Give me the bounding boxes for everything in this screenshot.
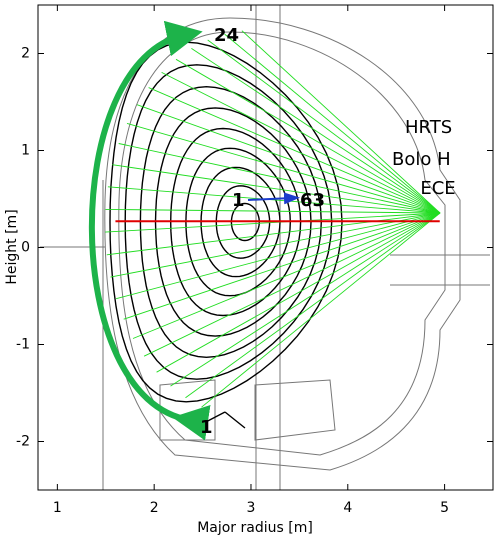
bolo-chord — [156, 212, 441, 373]
annotation: 63 — [300, 190, 325, 211]
bolo-chord — [224, 33, 441, 214]
annotation: 1 — [200, 417, 213, 438]
bolo-chord — [107, 186, 441, 214]
bolo-chord — [105, 208, 441, 214]
bolo-chord — [185, 212, 441, 399]
y-tick-label: -2 — [16, 434, 30, 450]
annotation: 24 — [214, 25, 239, 46]
x-tick-label: 1 — [53, 500, 62, 516]
y-axis-label: Height [m] — [4, 209, 20, 284]
hrts-arrow — [247, 192, 300, 205]
x-tick-label: 5 — [440, 500, 449, 516]
bolo-chord — [105, 212, 441, 233]
bolo-chord — [170, 212, 441, 387]
x-axis-label: Major radius [m] — [197, 520, 313, 536]
machine-geometry — [40, 5, 490, 490]
x-tick-label: 4 — [343, 500, 352, 516]
flux-surfaces — [109, 41, 343, 429]
annotation: Bolo H — [392, 149, 451, 170]
vessel-outline — [104, 17, 461, 471]
series-label: ECE — [420, 178, 455, 199]
bolo-chord — [207, 39, 441, 214]
divertor — [159, 379, 336, 441]
flux-surface — [109, 41, 343, 403]
y-tick-label: -1 — [16, 337, 30, 353]
annotation: 1 — [232, 190, 245, 211]
bolo-chord — [115, 212, 441, 300]
y-tick-label: 0 — [21, 240, 30, 256]
bolo-chord — [201, 212, 441, 408]
y-tick-label: 2 — [21, 46, 30, 62]
y-tick-label: 1 — [21, 143, 30, 159]
x-tick-label: 3 — [247, 500, 256, 516]
annotation: HRTS — [405, 117, 452, 138]
vessel-inner — [118, 31, 446, 456]
bolo-chord — [191, 48, 441, 214]
bolo-chord — [241, 30, 441, 214]
bolo-range-arrow — [88, 20, 211, 441]
bolo-chord — [106, 212, 441, 256]
bolo-chord — [175, 58, 441, 214]
x-tick-label: 2 — [150, 500, 159, 516]
